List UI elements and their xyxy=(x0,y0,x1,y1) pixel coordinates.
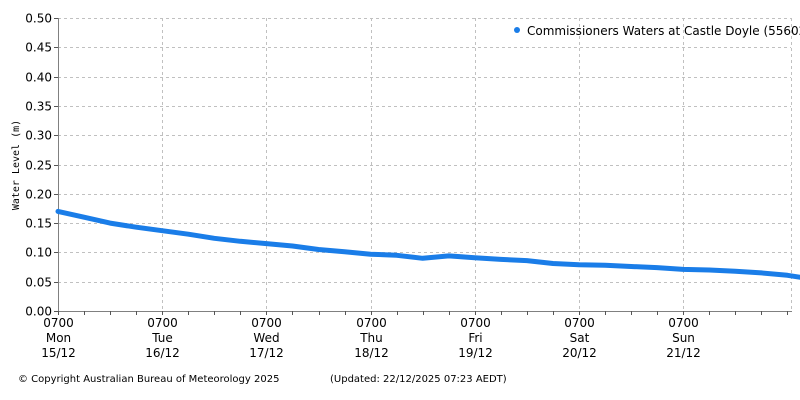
y-tick-label: 0.40 xyxy=(25,71,52,85)
series-line xyxy=(55,208,800,280)
svg-text:0700: 0700 xyxy=(460,316,491,330)
svg-text:0700: 0700 xyxy=(43,316,74,330)
svg-text:16/12: 16/12 xyxy=(145,346,180,360)
svg-text:0700: 0700 xyxy=(564,316,595,330)
svg-text:18/12: 18/12 xyxy=(354,346,389,360)
svg-text:Sat: Sat xyxy=(570,331,590,345)
svg-text:Tue: Tue xyxy=(151,331,173,345)
svg-text:Mon: Mon xyxy=(46,331,71,345)
y-tick-label: 0.35 xyxy=(25,100,52,114)
y-tick-label: 0.20 xyxy=(25,188,52,202)
legend-marker-icon xyxy=(514,27,520,33)
svg-text:15/12: 15/12 xyxy=(41,346,76,360)
x-axis-ticks: 0700Mon15/120700Tue16/120700Wed17/120700… xyxy=(41,311,788,360)
svg-text:0700: 0700 xyxy=(147,316,178,330)
svg-text:20/12: 20/12 xyxy=(562,346,597,360)
svg-text:0700: 0700 xyxy=(251,316,282,330)
svg-text:0700: 0700 xyxy=(356,316,387,330)
y-tick-label: 0.25 xyxy=(25,159,52,173)
svg-text:Sun: Sun xyxy=(672,331,695,345)
svg-text:Wed: Wed xyxy=(253,331,279,345)
legend: Commissioners Waters at Castle Doyle (55… xyxy=(514,24,800,38)
y-tick-label: 0.30 xyxy=(25,129,52,143)
svg-text:21/12: 21/12 xyxy=(666,346,701,360)
y-tick-label: 0.15 xyxy=(25,217,52,231)
y-axis-label: Water Level (m) xyxy=(11,120,22,210)
y-axis-ticks: 0.00 0.05 0.10 0.15 0.20 0.25 0.30 0.35 0.40 0.45… xyxy=(25,12,58,319)
axes xyxy=(58,18,792,312)
svg-text:17/12: 17/12 xyxy=(249,346,284,360)
y-tick-label: 0.05 xyxy=(25,276,52,290)
y-tick-label: 0.00 xyxy=(25,305,52,319)
y-tick-label: 0.10 xyxy=(25,246,52,260)
svg-text:Thu: Thu xyxy=(359,331,383,345)
updated-timestamp: (Updated: 22/12/2025 07:23 AEDT) xyxy=(330,374,507,385)
y-tick-label: 0.45 xyxy=(25,41,52,55)
svg-text:19/12: 19/12 xyxy=(458,346,493,360)
legend-label: Commissioners Waters at Castle Doyle (55… xyxy=(527,24,800,38)
grid-lines xyxy=(58,18,792,311)
copyright-text: © Copyright Australian Bureau of Meteoro… xyxy=(18,374,280,385)
svg-text:Fri: Fri xyxy=(468,331,482,345)
y-tick-label: 0.50 xyxy=(25,12,52,26)
svg-text:0700: 0700 xyxy=(668,316,699,330)
